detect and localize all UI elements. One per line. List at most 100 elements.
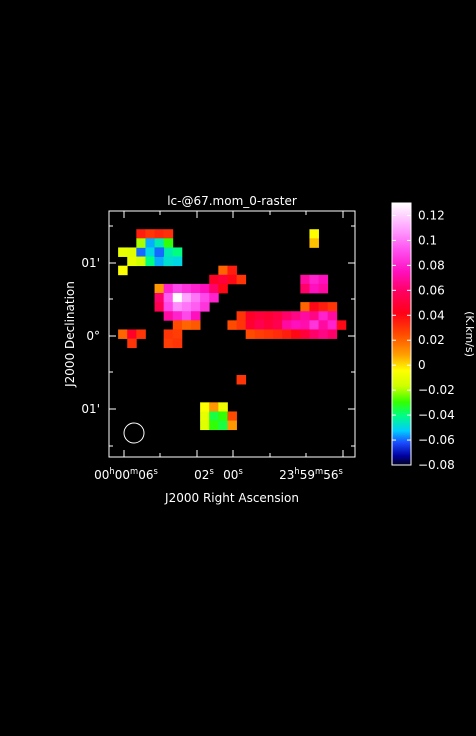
- heatmap-pixel: [209, 293, 219, 303]
- heatmap-pixel: [200, 293, 210, 303]
- heatmap-pixel: [218, 265, 228, 276]
- heatmap-pixel: [309, 238, 319, 248]
- heatmap-pixel: [218, 420, 228, 431]
- heatmap-pixel: [327, 329, 338, 339]
- axis-ticks: [109, 211, 355, 457]
- heatmap-pixel: [227, 320, 237, 330]
- colorbar-tick-label: −0.02: [418, 383, 455, 397]
- heatmap-pixel: [118, 329, 128, 339]
- heatmap-pixel: [154, 283, 165, 294]
- heatmap-pixel: [227, 411, 237, 421]
- heatmap-pixel: [191, 293, 201, 303]
- heatmap-pixel: [318, 311, 329, 321]
- heatmap-pixel: [181, 320, 192, 330]
- heatmap-pixel: [273, 311, 283, 321]
- heatmap-pixel: [291, 329, 301, 339]
- heatmap-pixel: [209, 274, 219, 285]
- heatmap-pixel: [254, 311, 265, 321]
- heatmap-pixel: [236, 311, 247, 321]
- heatmap-pixel: [336, 320, 347, 330]
- heatmap-pixel: [327, 320, 338, 330]
- heatmap-pixel: [154, 256, 165, 267]
- heatmap-pixel: [136, 329, 146, 339]
- heatmap-pixel: [181, 293, 192, 303]
- colorbar-tick-label: 0.12: [418, 208, 445, 222]
- heatmap-pixel: [291, 320, 301, 330]
- heatmap-pixel: [136, 238, 146, 248]
- heatmap-pixel: [309, 320, 319, 330]
- heatmap-pixel: [236, 274, 247, 285]
- x-tick-label: 00s: [223, 466, 243, 482]
- plot-frame: [108, 210, 356, 458]
- heatmap-pixel: [200, 411, 210, 421]
- colorbar-tick-label: 0.06: [418, 283, 445, 297]
- heatmap-pixel: [191, 320, 201, 330]
- heatmap-pixel: [200, 402, 210, 412]
- heatmap-pixel: [163, 256, 174, 267]
- heatmap-pixel: [227, 274, 237, 285]
- x-tick-label: 00h00m06s: [94, 466, 158, 482]
- heatmap-pixel: [236, 375, 247, 385]
- beam-ellipse: [123, 422, 145, 444]
- colorbar-ticks: 0.12 0.1 0.08 0.06 0.04 0.02 0 −0.02 −0.04 −0.06 −…: [392, 208, 455, 472]
- heatmap-pixel: [154, 302, 165, 312]
- heatmap-pixel: [181, 311, 192, 321]
- heatmap-pixel: [282, 320, 292, 330]
- heatmap-pixel: [154, 247, 165, 257]
- heatmap-pixel: [172, 293, 183, 303]
- heatmap-pixel: [209, 420, 219, 431]
- heatmap-pixel: [163, 302, 174, 312]
- heatmap-pixel: [172, 283, 183, 294]
- heatmap-pixel: [309, 302, 319, 312]
- heatmap-pixel: [300, 329, 310, 339]
- heatmap-pixel: [181, 302, 192, 312]
- heatmap-pixel: [327, 302, 338, 312]
- x-axis-label: J2000 Right Ascension: [164, 491, 299, 505]
- heatmap-pixel: [300, 320, 310, 330]
- heatmap-pixel: [172, 320, 183, 330]
- heatmap-pixel: [127, 256, 137, 267]
- heatmap-pixel: [127, 247, 137, 257]
- heatmap-pixel: [191, 311, 201, 321]
- heatmap-pixel: [172, 256, 183, 267]
- heatmap-pixel: [163, 293, 174, 303]
- heatmap-pixel: [145, 229, 155, 239]
- heatmap-pixel: [318, 274, 329, 285]
- heatmap-pixel: [218, 411, 228, 421]
- heatmap-pixels: [118, 229, 347, 431]
- heatmap-pixel: [209, 283, 219, 294]
- heatmap-pixel: [200, 283, 210, 294]
- heatmap-pixel: [163, 329, 174, 339]
- heatmap-pixel: [309, 311, 319, 321]
- heatmap-pixel: [282, 329, 292, 339]
- y-tick-label: 01': [81, 256, 100, 270]
- heatmap-pixel: [236, 320, 247, 330]
- colorbar-tick-label: 0.02: [418, 333, 445, 347]
- heatmap-pixel: [245, 320, 256, 330]
- heatmap-pixel: [309, 229, 319, 239]
- colorbar-tick-label: −0.06: [418, 433, 455, 447]
- heatmap-pixel: [300, 311, 310, 321]
- heatmap-pixel: [191, 302, 201, 312]
- heatmap-pixel: [227, 265, 237, 276]
- heatmap-pixel: [309, 283, 319, 294]
- heatmap-pixel: [218, 283, 228, 294]
- heatmap-pixel: [318, 283, 329, 294]
- y-tick-label: 0°: [86, 329, 100, 343]
- heatmap-pixel: [209, 402, 219, 412]
- heatmap-pixel: [263, 320, 274, 330]
- heatmap-pixel: [145, 238, 155, 248]
- heatmap-pixel: [154, 229, 165, 239]
- colorbar-tick-label: −0.04: [418, 408, 455, 422]
- heatmap-pixel: [145, 256, 155, 267]
- heatmap-pixel: [154, 238, 165, 248]
- heatmap-pixel: [163, 238, 174, 248]
- colorbar-tick-label: 0.08: [418, 258, 445, 272]
- heatmap-pixel: [163, 247, 174, 257]
- heatmap-pixel: [181, 283, 192, 294]
- heatmap-pixel: [245, 329, 256, 339]
- x-tick-label: 23h59m56s: [279, 466, 343, 482]
- y-tick-labels: 01' 0° 01': [81, 256, 100, 416]
- heatmap-pixel: [118, 265, 128, 276]
